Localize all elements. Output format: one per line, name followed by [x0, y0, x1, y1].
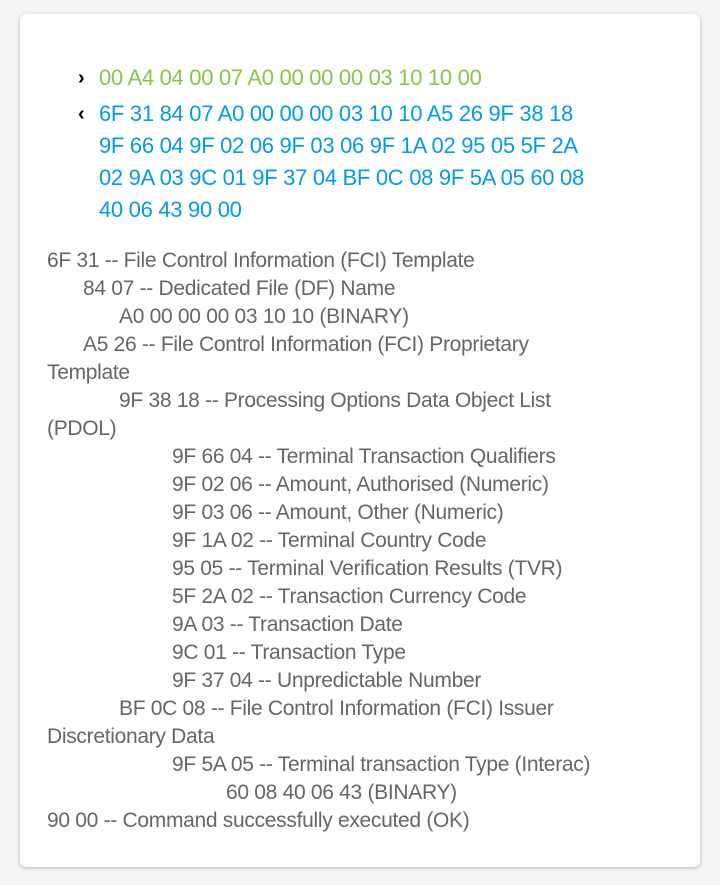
tlv-line: 90 00 -- Command successfully executed (…: [47, 809, 470, 832]
parsed-tlv-list: 6F 31 -- File Control Information (FCI) …: [47, 247, 677, 835]
tlv-line: 9A 03 -- Transaction Date: [172, 613, 403, 636]
sent-command: › 00 A4 04 00 07 A0 00 00 00 03 10 10 00: [78, 62, 679, 94]
tlv-line: 9F 03 06 -- Amount, Other (Numeric): [172, 501, 504, 524]
tlv-line: 9C 01 -- Transaction Type: [172, 641, 406, 664]
tlv-line: (PDOL): [47, 417, 117, 440]
tlv-line: Discretionary Data: [47, 725, 215, 748]
tlv-line: Template: [47, 361, 130, 384]
tlv-line: 84 07 -- Dedicated File (DF) Name: [83, 277, 396, 300]
sent-hex: 00 A4 04 00 07 A0 00 00 00 03 10 10 00: [99, 65, 482, 90]
tlv-line: 9F 02 06 -- Amount, Authorised (Numeric): [172, 473, 549, 496]
tlv-line: 9F 5A 05 -- Terminal transaction Type (I…: [172, 753, 591, 776]
tlv-line: 5F 2A 02 -- Transaction Currency Code: [172, 585, 527, 608]
chevron-left-icon: ‹: [78, 103, 85, 125]
tlv-line: A0 00 00 00 03 10 10 (BINARY): [119, 305, 409, 328]
tlv-line: 9F 38 18 -- Processing Options Data Obje…: [119, 389, 551, 412]
tlv-line: 9F 66 04 -- Terminal Transaction Qualifi…: [172, 445, 556, 468]
chevron-right-icon: ›: [78, 67, 85, 89]
tlv-line: 9F 37 04 -- Unpredictable Number: [172, 669, 482, 692]
tlv-line: BF 0C 08 -- File Control Information (FC…: [119, 697, 554, 720]
apdu-log-card: › 00 A4 04 00 07 A0 00 00 00 03 10 10 00…: [20, 14, 700, 867]
received-hex: 6F 31 84 07 A0 00 00 00 03 10 10 A5 26 9…: [99, 101, 584, 222]
tlv-line: 60 08 40 06 43 (BINARY): [226, 781, 457, 804]
tlv-line: 9F 1A 02 -- Terminal Country Code: [172, 529, 487, 552]
tlv-line: A5 26 -- File Control Information (FCI) …: [83, 333, 529, 356]
tlv-line: 95 05 -- Terminal Verification Results (…: [172, 557, 563, 580]
tlv-line: 6F 31 -- File Control Information (FCI) …: [47, 249, 475, 272]
received-response: ‹ 6F 31 84 07 A0 00 00 00 03 10 10 A5 26…: [78, 98, 679, 226]
